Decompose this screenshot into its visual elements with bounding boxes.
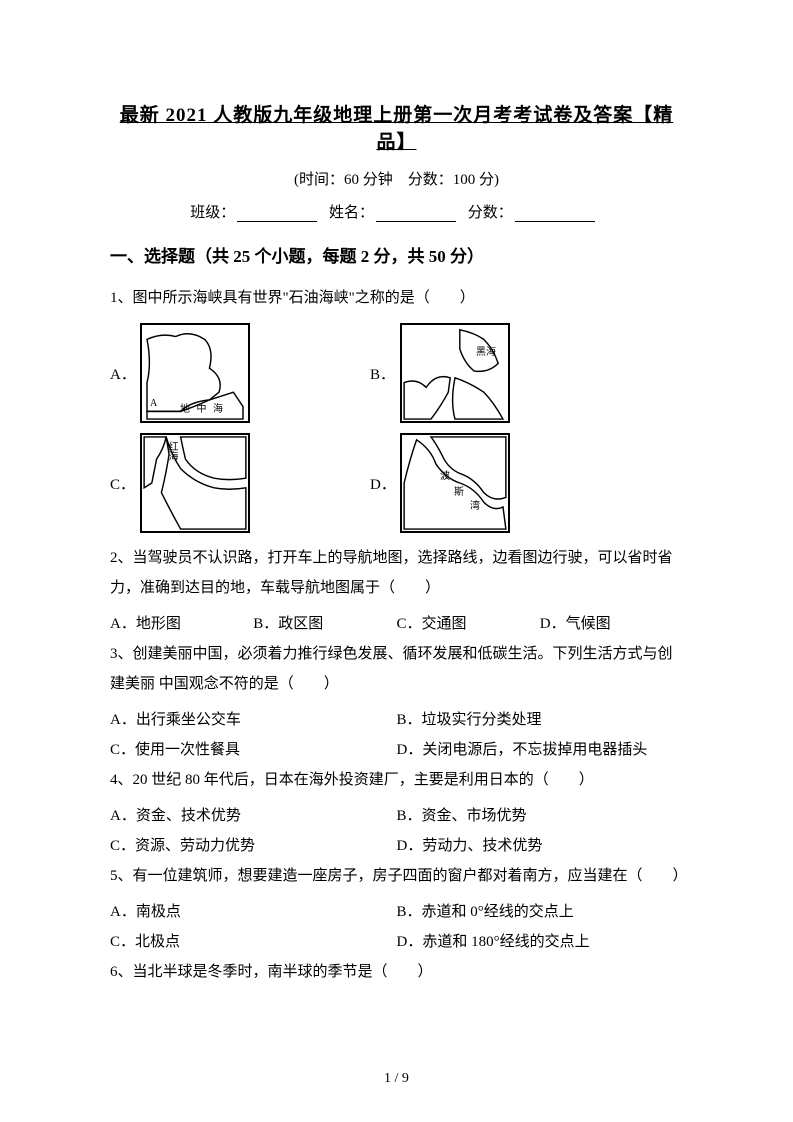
- q1-label-c: C．: [110, 473, 140, 494]
- q3-opt-d: D．关闭电源后，不忘拔掉用电器插头: [397, 735, 684, 765]
- map-d-label-bo: 波: [440, 467, 450, 482]
- map-a-label-a: A: [150, 398, 157, 409]
- question-5: 5、有一位建筑师，想要建造一座房子，房子四面的窗户都对着南方，应当建在（ ）: [110, 861, 683, 891]
- q2-opt-a: A．地形图: [110, 609, 253, 639]
- student-info-row: 班级： 姓名： 分数：: [110, 201, 683, 222]
- q2-options: A．地形图 B．政区图 C．交通图 D．气候图: [110, 609, 683, 639]
- question-4: 4、20 世纪 80 年代后，日本在海外投资建厂，主要是利用日本的（ ）: [110, 765, 683, 795]
- name-label: 姓名：: [329, 205, 374, 221]
- q1-row-ab: A． A 地 中 海 B． 黑海: [110, 323, 683, 423]
- map-b: 黑海: [400, 323, 510, 423]
- q4-opt-c: C．资源、劳动力优势: [110, 831, 397, 861]
- map-b-label-sea: 黑海: [476, 343, 496, 358]
- class-blank[interactable]: [237, 206, 317, 222]
- question-2: 2、当驾驶员不认识路，打开车上的导航地图，选择路线，边看图边行驶，可以省时省力，…: [110, 543, 683, 603]
- name-blank[interactable]: [376, 206, 456, 222]
- map-c: 红海: [140, 433, 250, 533]
- exam-title: 最新 2021 人教版九年级地理上册第一次月考考试卷及答案【精品】: [110, 100, 683, 154]
- q3-opt-b: B．垃圾实行分类处理: [397, 705, 684, 735]
- score-label: 分数：: [468, 205, 513, 221]
- question-1: 1、图中所示海峡具有世界"石油海峡"之称的是（ ）: [110, 283, 683, 313]
- q5-options: A．南极点 B．赤道和 0°经线的交点上 C．北极点 D．赤道和 180°经线的…: [110, 897, 683, 957]
- page-number: 1 / 9: [0, 1071, 793, 1087]
- q1-label-d: D．: [370, 473, 400, 494]
- q1-label-a: A．: [110, 363, 140, 384]
- q1-label-b: B．: [370, 363, 400, 384]
- score-blank[interactable]: [515, 206, 595, 222]
- q4-opt-b: B．资金、市场优势: [397, 801, 684, 831]
- q5-opt-a: A．南极点: [110, 897, 397, 927]
- q3-opt-c: C．使用一次性餐具: [110, 735, 397, 765]
- exam-subtitle: (时间：60 分钟 分数：100 分): [110, 168, 683, 189]
- q3-opt-a: A．出行乘坐公交车: [110, 705, 397, 735]
- question-6: 6、当北半球是冬季时，南半球的季节是（ ）: [110, 957, 683, 987]
- map-d-label-wan: 湾: [470, 497, 480, 512]
- q2-opt-d: D．气候图: [540, 609, 683, 639]
- section-1-header: 一、选择题（共 25 个小题，每题 2 分，共 50 分）: [110, 242, 683, 267]
- map-a-label-sea: 地 中 海: [180, 400, 225, 415]
- q5-opt-d: D．赤道和 180°经线的交点上: [397, 927, 684, 957]
- q3-options: A．出行乘坐公交车 B．垃圾实行分类处理 C．使用一次性餐具 D．关闭电源后，不…: [110, 705, 683, 765]
- map-c-label-sea: 红海: [164, 441, 179, 461]
- q2-opt-b: B．政区图: [253, 609, 396, 639]
- q4-options: A．资金、技术优势 B．资金、市场优势 C．资源、劳动力优势 D．劳动力、技术优…: [110, 801, 683, 861]
- q5-opt-c: C．北极点: [110, 927, 397, 957]
- q5-opt-b: B．赤道和 0°经线的交点上: [397, 897, 684, 927]
- q4-opt-a: A．资金、技术优势: [110, 801, 397, 831]
- q4-opt-d: D．劳动力、技术优势: [397, 831, 684, 861]
- q2-opt-c: C．交通图: [397, 609, 540, 639]
- map-a: A 地 中 海: [140, 323, 250, 423]
- q1-row-cd: C． 红海 D． 波 斯 湾: [110, 433, 683, 533]
- map-d: 波 斯 湾: [400, 433, 510, 533]
- class-label: 班级：: [190, 205, 235, 221]
- map-d-label-si: 斯: [454, 483, 464, 498]
- question-3: 3、创建美丽中国，必须着力推行绿色发展、循环发展和低碳生活。下列生活方式与创建美…: [110, 639, 683, 699]
